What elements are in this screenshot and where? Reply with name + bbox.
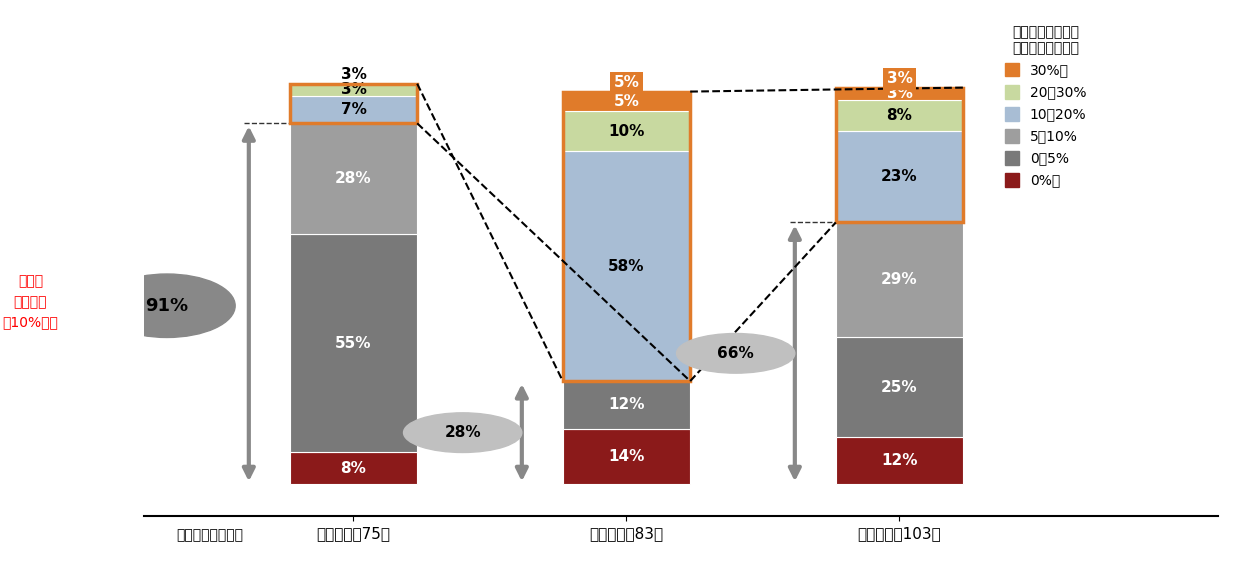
Bar bbox=[836, 100, 963, 131]
Text: 29%: 29% bbox=[882, 273, 917, 287]
Text: （セグメント数）: （セグメント数） bbox=[176, 528, 243, 542]
Text: 28%: 28% bbox=[444, 425, 481, 440]
Ellipse shape bbox=[99, 274, 236, 337]
Text: 23%: 23% bbox=[882, 170, 917, 184]
Bar bbox=[290, 234, 417, 452]
Bar bbox=[290, 84, 417, 123]
Text: 10%: 10% bbox=[608, 124, 645, 139]
Text: 3%: 3% bbox=[887, 71, 912, 86]
Text: 28%: 28% bbox=[335, 171, 372, 187]
Bar bbox=[836, 222, 963, 337]
Text: 14%: 14% bbox=[608, 449, 645, 464]
Text: 91%: 91% bbox=[145, 297, 189, 315]
Text: 7%: 7% bbox=[340, 102, 366, 117]
Ellipse shape bbox=[677, 333, 795, 373]
Bar bbox=[562, 92, 690, 381]
Text: 55%: 55% bbox=[335, 336, 371, 351]
Text: 12%: 12% bbox=[882, 453, 917, 468]
Text: 12%: 12% bbox=[608, 397, 645, 412]
Text: 5%: 5% bbox=[614, 75, 640, 90]
Text: 3%: 3% bbox=[340, 67, 366, 82]
Legend: 30%～, 20～30%, 10～20%, 5～10%, 0～5%, 0%～: 30%～, 20～30%, 10～20%, 5～10%, 0～5%, 0%～ bbox=[1005, 26, 1086, 188]
Bar bbox=[836, 131, 963, 222]
Bar bbox=[290, 84, 417, 96]
Bar bbox=[562, 151, 690, 381]
Bar bbox=[562, 111, 690, 151]
Ellipse shape bbox=[403, 413, 522, 452]
Text: 8%: 8% bbox=[340, 461, 366, 476]
Text: 58%: 58% bbox=[608, 259, 645, 274]
Bar bbox=[836, 437, 963, 484]
Bar bbox=[562, 429, 690, 484]
Bar bbox=[836, 88, 963, 100]
Text: 25%: 25% bbox=[882, 379, 917, 395]
Bar bbox=[562, 381, 690, 429]
Text: 8%: 8% bbox=[887, 108, 912, 123]
Bar bbox=[290, 96, 417, 123]
Text: 5%: 5% bbox=[614, 94, 640, 109]
Bar bbox=[836, 88, 963, 222]
Bar bbox=[290, 123, 417, 234]
Text: 3%: 3% bbox=[887, 86, 912, 101]
Bar bbox=[836, 337, 963, 437]
Bar bbox=[290, 452, 417, 484]
Text: 3%: 3% bbox=[340, 82, 366, 97]
Text: 66%: 66% bbox=[718, 346, 755, 361]
Bar bbox=[562, 92, 690, 111]
Text: 売上高
営業利益
率10%未満: 売上高 営業利益 率10%未満 bbox=[2, 274, 58, 329]
